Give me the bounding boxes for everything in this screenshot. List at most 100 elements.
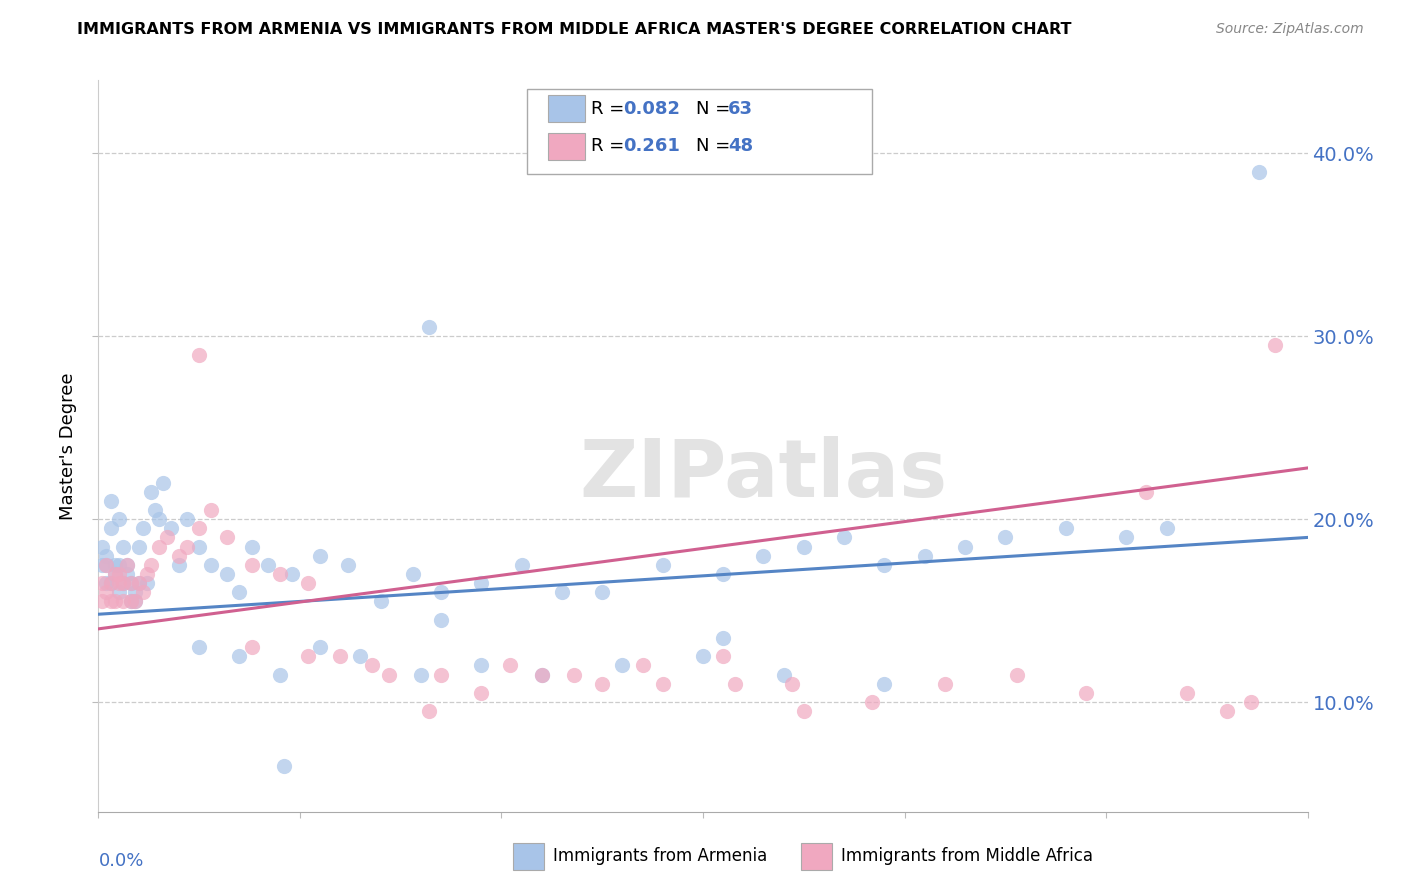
Point (139, 558, 162, 572)
Point (780, 676, 803, 690)
Point (176, 540, 198, 554)
Point (329, 649, 352, 664)
Point (470, 686, 492, 700)
Point (148, 512, 170, 526)
Point (1216, 704, 1239, 718)
Text: Source: ZipAtlas.com: Source: ZipAtlas.com (1216, 22, 1364, 37)
Point (724, 676, 747, 690)
Point (120, 576, 142, 591)
Point (167, 558, 190, 572)
Point (96, 558, 118, 572)
Point (934, 676, 956, 690)
Point (128, 576, 150, 591)
Point (711, 631, 734, 645)
Point (188, 640, 211, 655)
Point (772, 667, 794, 681)
Point (370, 594, 392, 608)
Point (107, 567, 129, 582)
Point (273, 759, 295, 773)
Point (256, 558, 278, 572)
Text: Immigrants from Middle Africa: Immigrants from Middle Africa (841, 847, 1092, 865)
Point (562, 667, 585, 681)
Point (135, 567, 157, 582)
Point (793, 540, 815, 554)
Point (510, 558, 533, 572)
Text: Immigrants from Armenia: Immigrants from Armenia (553, 847, 766, 865)
Point (91, 540, 114, 554)
Text: 0.261: 0.261 (623, 137, 679, 155)
Point (96, 585, 118, 599)
Text: IMMIGRANTS FROM ARMENIA VS IMMIGRANTS FROM MIDDLE AFRICA MASTER'S DEGREE CORRELA: IMMIGRANTS FROM ARMENIA VS IMMIGRANTS FR… (77, 22, 1071, 37)
Point (651, 676, 673, 690)
Point (1249, 164, 1271, 178)
Point (96, 549, 118, 563)
Point (91, 558, 114, 572)
Point (631, 658, 654, 673)
Point (124, 594, 146, 608)
Point (103, 558, 125, 572)
Point (591, 585, 613, 599)
Point (132, 585, 155, 599)
Point (100, 521, 122, 535)
Point (309, 549, 332, 563)
Point (111, 576, 134, 591)
Point (100, 594, 122, 608)
Point (107, 585, 129, 599)
Point (128, 540, 150, 554)
Point (111, 576, 134, 591)
Y-axis label: Master's Degree: Master's Degree (59, 372, 77, 520)
Point (953, 540, 976, 554)
Point (115, 558, 138, 572)
Point (228, 649, 250, 664)
Point (139, 484, 162, 499)
Point (120, 594, 142, 608)
Point (103, 567, 125, 582)
Point (1240, 695, 1263, 709)
Point (914, 549, 936, 563)
Point (711, 649, 734, 664)
Text: ZIPatlas: ZIPatlas (579, 436, 948, 515)
Point (100, 494, 122, 508)
Text: 63: 63 (728, 100, 754, 118)
Point (176, 512, 198, 526)
Point (156, 530, 179, 544)
Point (832, 530, 855, 544)
Point (281, 567, 304, 582)
Point (1175, 686, 1198, 700)
Point (91, 594, 114, 608)
Point (591, 676, 613, 690)
Text: R =: R = (591, 100, 630, 118)
Point (530, 667, 553, 681)
Point (612, 658, 634, 673)
Point (135, 576, 157, 591)
Point (143, 503, 166, 517)
Point (309, 640, 332, 655)
Point (430, 667, 453, 681)
Point (377, 667, 399, 681)
Point (240, 540, 263, 554)
Point (91, 576, 114, 591)
Point (160, 521, 183, 535)
Point (873, 558, 896, 572)
Point (1135, 484, 1157, 499)
Text: N =: N = (696, 100, 735, 118)
Point (418, 320, 440, 334)
Point (430, 613, 453, 627)
Point (711, 567, 734, 582)
Point (107, 558, 129, 572)
Text: 0.082: 0.082 (623, 100, 681, 118)
Point (100, 576, 122, 591)
Point (120, 576, 142, 591)
Point (107, 576, 129, 591)
Point (409, 667, 432, 681)
Text: N =: N = (696, 137, 735, 155)
Point (100, 576, 122, 591)
Point (1115, 530, 1137, 544)
Point (1156, 521, 1178, 535)
Point (240, 640, 263, 655)
Point (115, 567, 138, 582)
Point (111, 594, 134, 608)
Point (188, 348, 211, 362)
Point (96, 558, 118, 572)
Point (188, 521, 211, 535)
